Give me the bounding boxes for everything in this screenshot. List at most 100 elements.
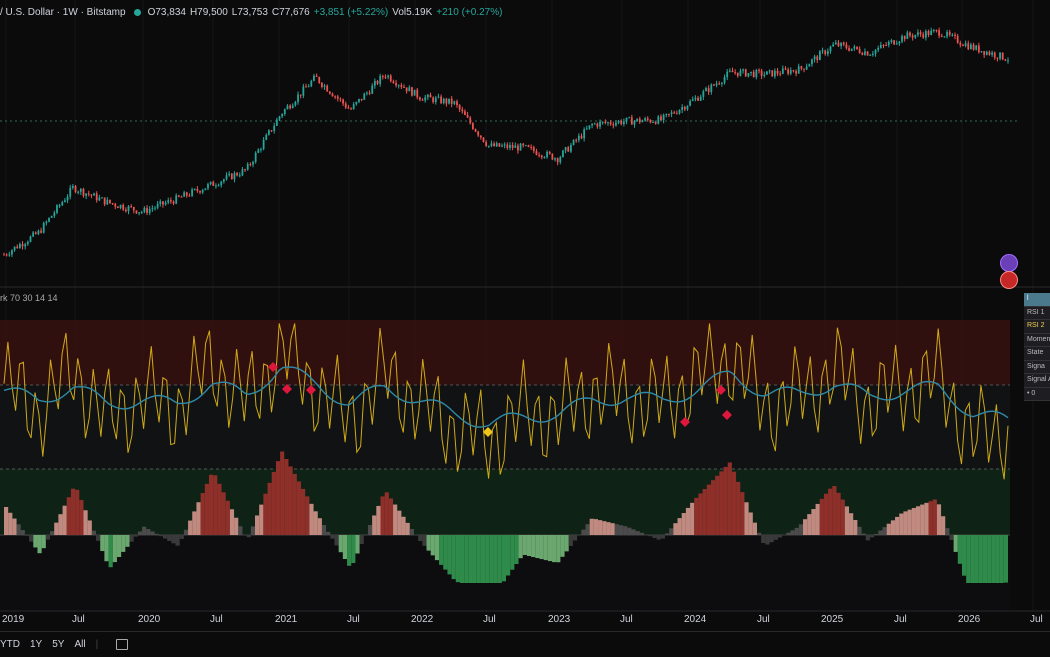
candle-body xyxy=(904,36,906,39)
candle-body xyxy=(480,136,482,138)
candle-body xyxy=(385,77,387,78)
candle-body xyxy=(379,76,381,84)
histogram-bar xyxy=(372,515,376,535)
candle-body xyxy=(387,76,389,78)
candle-body xyxy=(793,70,795,71)
symbol-legend[interactable]: / U.S. Dollar · 1W · Bitstamp O73,834 H7… xyxy=(0,5,502,19)
status-row: Signal A xyxy=(1024,374,1050,388)
candle-body xyxy=(443,99,445,103)
histogram-bar xyxy=(8,513,12,535)
candle-body xyxy=(891,40,893,42)
candle-body xyxy=(591,124,593,125)
candle-body xyxy=(750,72,752,73)
candle-body xyxy=(766,71,768,74)
candle-body xyxy=(83,189,85,196)
calendar-range-icon[interactable] xyxy=(116,639,128,650)
candle-body xyxy=(930,31,932,35)
candle-body xyxy=(681,107,683,110)
candle-body xyxy=(565,147,567,150)
candle-body xyxy=(149,209,151,213)
candle-body xyxy=(734,72,736,73)
candle-body xyxy=(655,122,657,124)
histogram-bar xyxy=(686,508,690,535)
histogram-bar xyxy=(498,535,502,583)
candle-body xyxy=(726,72,728,77)
flag-icon[interactable] xyxy=(1000,271,1018,289)
time-axis[interactable]: 2019 Jul 2020 Jul 2021 Jul 2022 Jul 2023… xyxy=(0,612,1050,628)
candle-body xyxy=(355,102,357,104)
candle-body xyxy=(281,114,283,116)
candle-body xyxy=(814,56,816,59)
candle-body xyxy=(973,45,975,50)
candle-body xyxy=(204,188,206,190)
histogram-bar xyxy=(590,519,594,535)
candle-body xyxy=(14,247,16,251)
candle-body xyxy=(218,185,220,186)
candle-body xyxy=(144,208,146,212)
candle-body xyxy=(61,202,63,205)
candle-body xyxy=(226,175,228,179)
histogram-bar xyxy=(201,493,205,535)
range-5y-button[interactable]: 5Y xyxy=(52,639,64,650)
range-ytd-button[interactable]: YTD xyxy=(0,639,20,650)
candle-body xyxy=(938,30,940,36)
candle-body xyxy=(175,195,177,203)
volume-value: Vol5.19K xyxy=(392,7,432,18)
histogram-bar xyxy=(803,519,807,535)
candle-body xyxy=(30,236,32,241)
candle-body xyxy=(639,119,641,123)
candle-body xyxy=(210,182,212,184)
histogram-bar xyxy=(916,506,920,535)
histogram-bar xyxy=(632,529,636,535)
histogram-bar xyxy=(88,520,92,535)
histogram-bar xyxy=(987,535,991,583)
histogram-bar xyxy=(280,452,284,535)
candle-body xyxy=(742,69,744,70)
candle-body xyxy=(912,36,914,38)
candle-body xyxy=(811,59,813,64)
candle-body xyxy=(191,189,193,195)
candle-body xyxy=(231,174,233,180)
histogram-bar xyxy=(744,502,748,535)
candle-body xyxy=(838,42,840,46)
histogram-bar xyxy=(314,511,318,535)
candle-body xyxy=(946,32,948,37)
range-all-button[interactable]: All xyxy=(74,639,85,650)
histogram-bar xyxy=(452,535,456,579)
candle-body xyxy=(369,93,371,94)
candle-body xyxy=(875,50,877,54)
candle-body xyxy=(851,49,853,51)
histogram-bar xyxy=(464,535,468,583)
histogram-bar xyxy=(673,523,677,535)
histogram-bar xyxy=(46,535,50,540)
histogram-bar xyxy=(623,526,627,535)
candle-body xyxy=(496,143,498,146)
candle-body xyxy=(114,204,116,207)
candle-body xyxy=(790,70,792,74)
histogram-bar xyxy=(945,528,949,535)
histogram-bar xyxy=(176,535,180,546)
histogram-bar xyxy=(544,535,548,560)
histogram-bar xyxy=(163,535,167,539)
candle-body xyxy=(610,122,612,124)
candle-body xyxy=(456,101,458,105)
candle-body xyxy=(265,135,267,140)
candle-body xyxy=(194,189,196,190)
candle-body xyxy=(589,125,591,128)
histogram-bar xyxy=(460,535,464,583)
refresh-icon[interactable] xyxy=(1000,254,1018,272)
histogram-bar xyxy=(611,523,615,535)
indicator-legend[interactable]: rk 70 30 14 14 xyxy=(0,293,58,303)
candle-body xyxy=(112,203,114,204)
range-1y-button[interactable]: 1Y xyxy=(30,639,42,650)
candle-body xyxy=(244,169,246,170)
histogram-bar xyxy=(552,535,556,562)
histogram-bar xyxy=(983,535,987,583)
histogram-bar xyxy=(581,530,585,535)
candle-body xyxy=(538,155,540,156)
candle-body xyxy=(6,255,8,256)
histogram-bar xyxy=(933,499,937,535)
histogram-bar xyxy=(92,531,96,535)
candle-body xyxy=(832,44,834,46)
